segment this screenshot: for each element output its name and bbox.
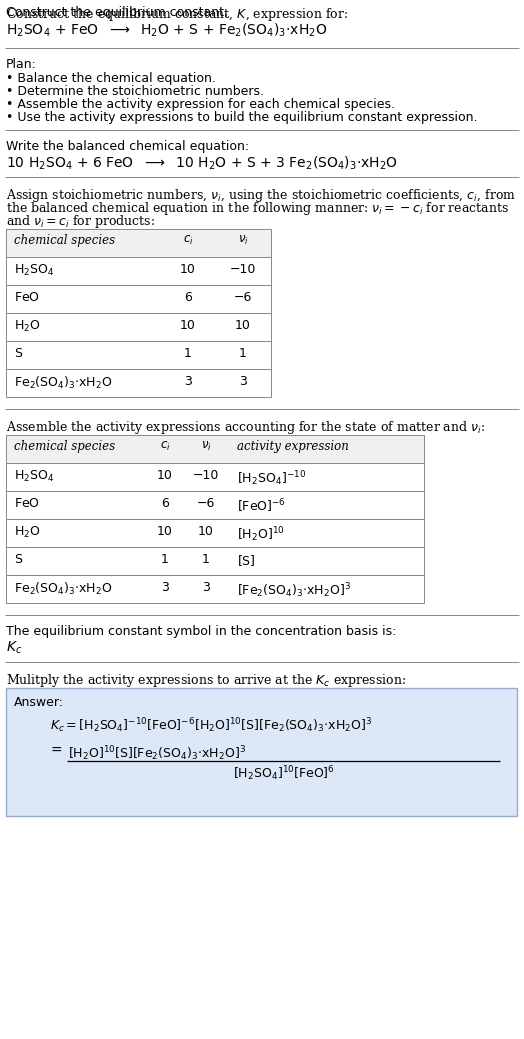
Bar [6, 369, 271, 397]
Text: $[\rm H_2O]^{10}$: $[\rm H_2O]^{10}$ [237, 525, 285, 543]
Text: $\rm S$: $\rm S$ [14, 347, 23, 359]
Text: $\rm Fe_2(SO_4)_3{\cdot}xH_2O$: $\rm Fe_2(SO_4)_3{\cdot}xH_2O$ [14, 375, 113, 391]
Text: 3: 3 [184, 375, 192, 388]
Text: $[\rm FeO]^{-6}$: $[\rm FeO]^{-6}$ [237, 497, 286, 514]
Bar [6, 688, 517, 816]
Bar [6, 547, 424, 575]
Text: Write the balanced chemical equation:: Write the balanced chemical equation: [6, 140, 249, 153]
Text: −6: −6 [197, 497, 215, 510]
Text: • Assemble the activity expression for each chemical species.: • Assemble the activity expression for e… [6, 98, 395, 111]
Bar [6, 285, 271, 313]
Bar [6, 229, 271, 257]
Text: Assign stoichiometric numbers, $\nu_i$, using the stoichiometric coefficients, $: Assign stoichiometric numbers, $\nu_i$, … [6, 187, 516, 204]
Text: chemical species: chemical species [14, 234, 115, 247]
Text: $[\rm Fe_2(SO_4)_3{\cdot}xH_2O]^3$: $[\rm Fe_2(SO_4)_3{\cdot}xH_2O]^3$ [237, 581, 351, 600]
Text: • Determine the stoichiometric numbers.: • Determine the stoichiometric numbers. [6, 85, 264, 98]
Text: 1: 1 [161, 553, 169, 566]
Bar [6, 257, 271, 285]
Text: $\rm H_2O$: $\rm H_2O$ [14, 525, 40, 540]
Text: $\nu_i$: $\nu_i$ [237, 234, 248, 247]
Text: $\rm H_2SO_4$: $\rm H_2SO_4$ [14, 263, 54, 278]
Text: −10: −10 [230, 263, 256, 276]
Text: $\rm FeO$: $\rm FeO$ [14, 291, 40, 304]
Text: Answer:: Answer: [14, 696, 64, 709]
Text: $[\rm H_2SO_4]^{10} [\rm FeO]^6$: $[\rm H_2SO_4]^{10} [\rm FeO]^6$ [233, 764, 334, 782]
Text: $c_i$: $c_i$ [183, 234, 193, 247]
Text: $c_i$: $c_i$ [160, 439, 170, 453]
Text: $K_c = [\rm H_2SO_4]^{-10} [\rm FeO]^{-6} [\rm H_2O]^{10} [\rm S] [\rm Fe_2(SO_4: $K_c = [\rm H_2SO_4]^{-10} [\rm FeO]^{-6… [50, 716, 372, 735]
Text: Assemble the activity expressions accounting for the state of matter and $\nu_i$: Assemble the activity expressions accoun… [6, 419, 485, 436]
Text: • Balance the chemical equation.: • Balance the chemical equation. [6, 72, 216, 85]
Bar [6, 435, 424, 463]
Text: • Use the activity expressions to build the equilibrium constant expression.: • Use the activity expressions to build … [6, 111, 477, 124]
Text: Construct the equilibrium constant,: Construct the equilibrium constant, [6, 6, 232, 19]
Text: 1: 1 [202, 553, 210, 566]
Text: $K_c$: $K_c$ [6, 640, 23, 657]
Text: 6: 6 [161, 497, 169, 510]
Text: $[\rm H_2SO_4]^{-10}$: $[\rm H_2SO_4]^{-10}$ [237, 469, 306, 487]
Text: $\rm H_2SO_4$ + FeO  $\longrightarrow$  $\rm H_2O$ + S + $\rm Fe_2(SO_4)_3{\cdot: $\rm H_2SO_4$ + FeO $\longrightarrow$ $\… [6, 22, 328, 39]
Text: 10 $\rm H_2SO_4$ + 6 FeO  $\longrightarrow$  10 $\rm H_2O$ + S + 3 $\rm Fe_2(SO_: 10 $\rm H_2SO_4$ + 6 FeO $\longrightarro… [6, 155, 398, 172]
Text: 10: 10 [180, 263, 196, 276]
Text: the balanced chemical equation in the following manner: $\nu_i = -c_i$ for react: the balanced chemical equation in the fo… [6, 199, 509, 217]
Text: Mulitply the activity expressions to arrive at the $K_c$ expression:: Mulitply the activity expressions to arr… [6, 672, 406, 689]
Text: 1: 1 [239, 347, 247, 359]
Text: and $\nu_i = c_i$ for products:: and $\nu_i = c_i$ for products: [6, 213, 155, 230]
Text: 6: 6 [184, 291, 192, 304]
Text: =: = [50, 744, 62, 758]
Bar [6, 313, 271, 341]
Text: $\rm FeO$: $\rm FeO$ [14, 497, 40, 510]
Text: Plan:: Plan: [6, 58, 37, 71]
Text: −10: −10 [193, 469, 219, 482]
Bar [6, 575, 424, 603]
Text: 3: 3 [202, 581, 210, 594]
Text: activity expression: activity expression [237, 439, 349, 453]
Text: $\nu_i$: $\nu_i$ [201, 439, 211, 453]
Text: The equilibrium constant symbol in the concentration basis is:: The equilibrium constant symbol in the c… [6, 625, 396, 638]
Text: $\rm S$: $\rm S$ [14, 553, 23, 566]
Text: −6: −6 [234, 291, 252, 304]
Text: 1: 1 [184, 347, 192, 359]
Text: 3: 3 [239, 375, 247, 388]
Text: $\rm Fe_2(SO_4)_3{\cdot}xH_2O$: $\rm Fe_2(SO_4)_3{\cdot}xH_2O$ [14, 581, 113, 597]
Text: 10: 10 [157, 469, 173, 482]
Text: 10: 10 [180, 319, 196, 332]
Bar [6, 463, 424, 491]
Text: 10: 10 [235, 319, 251, 332]
Text: $[\rm H_2O]^{10} [\rm S] [\rm Fe_2(SO_4)_3{\cdot}xH_2O]^3$: $[\rm H_2O]^{10} [\rm S] [\rm Fe_2(SO_4)… [68, 744, 246, 763]
Text: chemical species: chemical species [14, 439, 115, 453]
Text: $\rm H_2SO_4$: $\rm H_2SO_4$ [14, 469, 54, 484]
Text: 10: 10 [198, 525, 214, 538]
Text: Construct the equilibrium constant, $K$, expression for:: Construct the equilibrium constant, $K$,… [6, 6, 348, 23]
Text: $[\rm S]$: $[\rm S]$ [237, 553, 256, 568]
Bar [6, 341, 271, 369]
Bar [6, 491, 424, 520]
Text: 3: 3 [161, 581, 169, 594]
Bar [6, 520, 424, 547]
Text: $\rm H_2O$: $\rm H_2O$ [14, 319, 40, 335]
Text: 10: 10 [157, 525, 173, 538]
